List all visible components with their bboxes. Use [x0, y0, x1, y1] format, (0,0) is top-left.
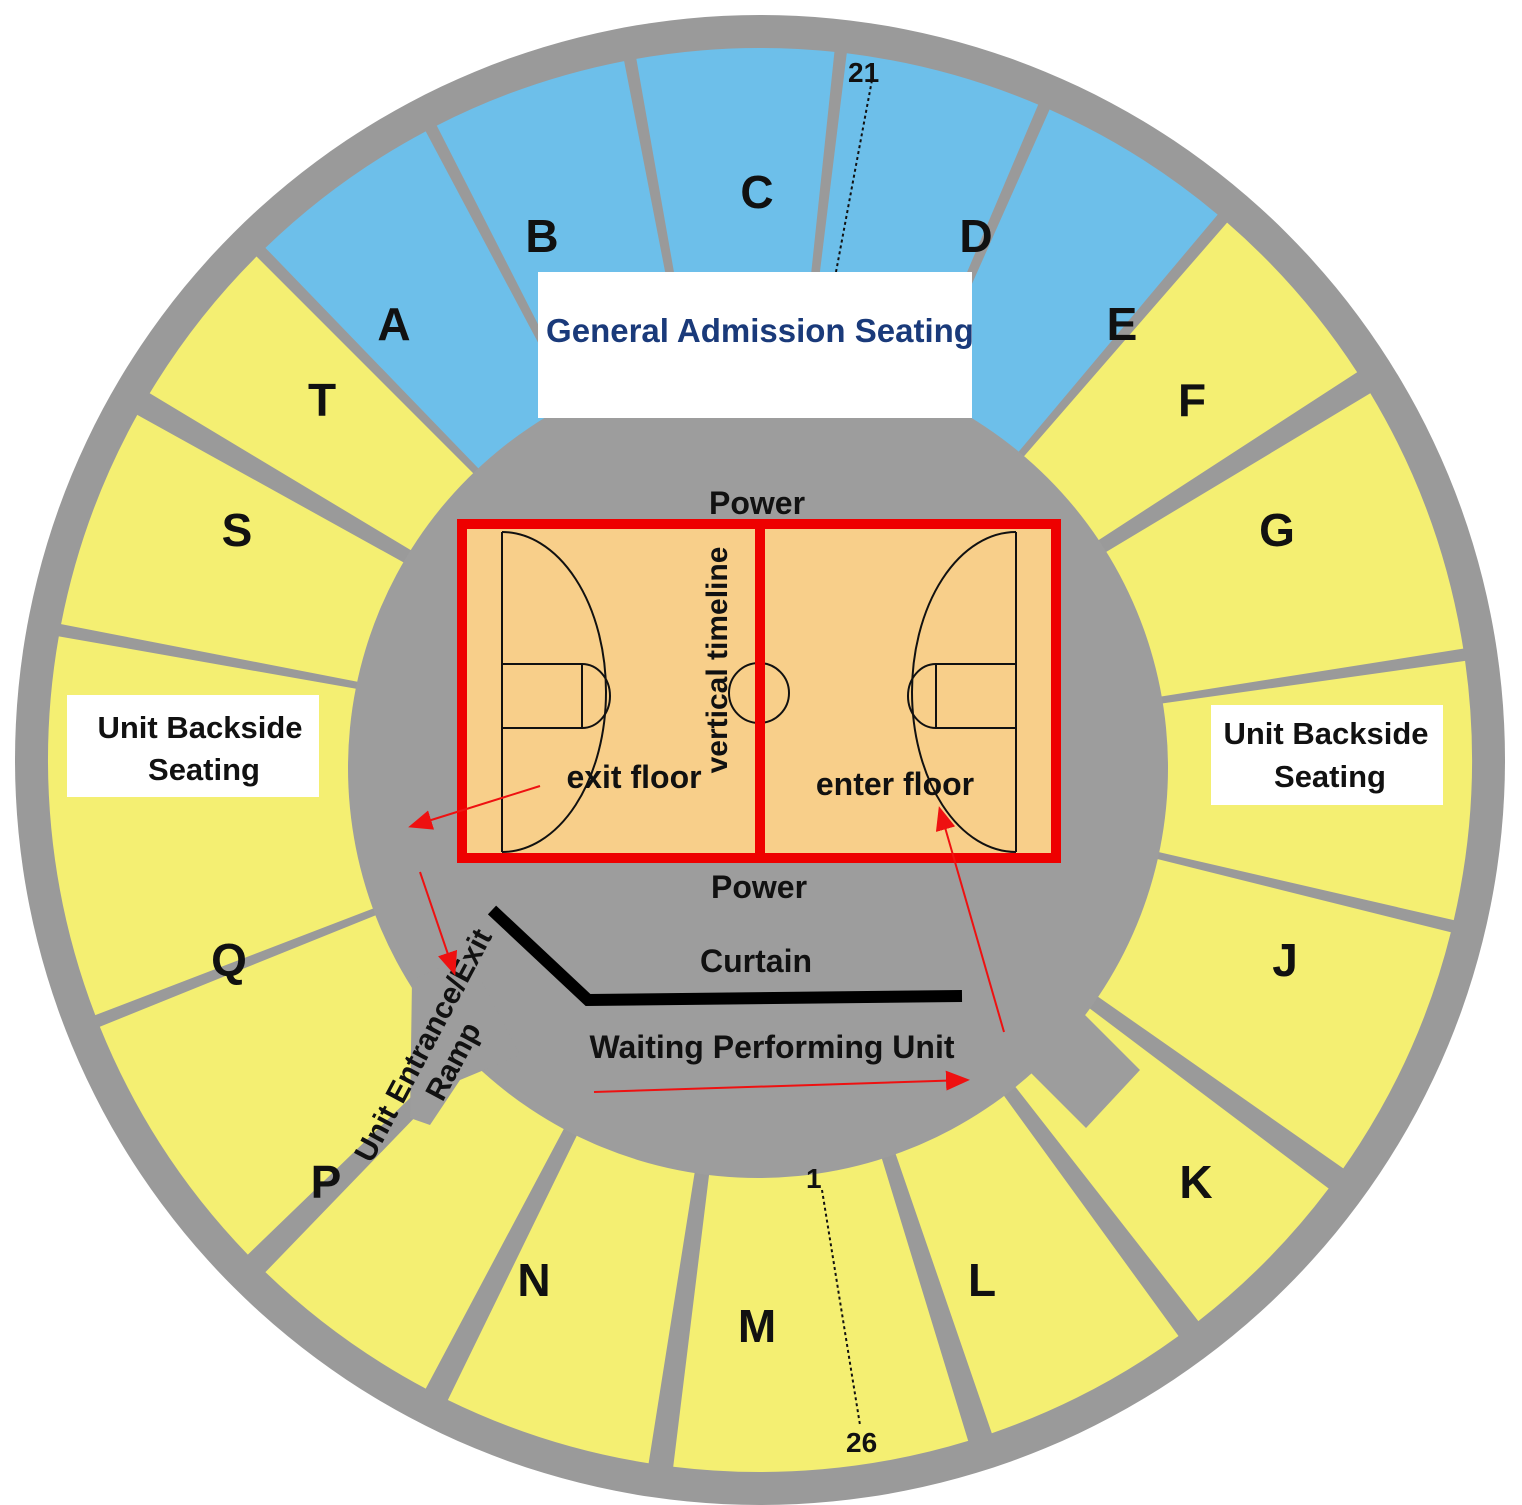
arrow-enter-floor — [935, 806, 1005, 1033]
seating-sections — [47, 47, 1472, 1472]
row-number-26: 26 — [846, 1427, 877, 1458]
section-label-b: B — [525, 210, 558, 262]
section-f[interactable] — [1019, 222, 1358, 545]
section-label-d: D — [959, 210, 992, 262]
section-label-p: P — [311, 1156, 342, 1208]
flow-arrows — [408, 785, 1005, 1093]
general-admission-label: General Admission Seating — [546, 312, 974, 349]
arrow-to-ramp — [419, 871, 458, 976]
section-label-a: A — [377, 298, 410, 350]
general-admission-box — [538, 272, 972, 418]
section-g[interactable] — [1098, 393, 1464, 699]
row-number-21: 21 — [848, 57, 879, 88]
section-label-t: T — [308, 374, 336, 426]
section-e[interactable] — [920, 109, 1218, 458]
entrance-ramp — [410, 955, 520, 1125]
section-label-j: J — [1272, 934, 1298, 986]
arrow-waiting — [593, 1070, 970, 1093]
court-right-half-border — [755, 519, 1061, 863]
section-label-n: N — [517, 1254, 550, 1306]
waiting-unit-label: Waiting Performing Unit — [589, 1029, 954, 1065]
section-label-l: L — [968, 1254, 996, 1306]
curtain — [487, 905, 963, 1007]
section-label-k: K — [1179, 1156, 1212, 1208]
unit-backside-right-line1: Unit Backside — [1223, 716, 1428, 751]
enter-floor-label: enter floor — [816, 766, 974, 802]
section-j[interactable] — [1083, 855, 1451, 1169]
section-t[interactable] — [149, 256, 481, 557]
section-m[interactable] — [673, 1137, 969, 1472]
arrow-exit-floor — [408, 785, 541, 830]
exit-floor-label: exit floor — [566, 759, 701, 795]
vertical-timeline-label: vertical timeline — [701, 547, 734, 774]
unit-backside-left-box — [67, 695, 319, 797]
unit-backside-left-line2: Seating — [148, 752, 260, 787]
section-label-e: E — [1107, 298, 1138, 350]
row-line-top — [835, 79, 873, 273]
section-s[interactable] — [61, 414, 415, 685]
power-bottom-label: Power — [711, 869, 807, 905]
unit-backside-right-box — [1211, 705, 1443, 805]
section-label-c: C — [740, 166, 773, 218]
curtain-label: Curtain — [700, 943, 812, 979]
unit-backside-right-line2: Seating — [1274, 759, 1386, 794]
unit-backside-left-line1: Unit Backside — [97, 710, 302, 745]
section-label-f: F — [1178, 374, 1206, 426]
section-label-m: M — [738, 1300, 776, 1352]
tunnel-k — [1028, 1012, 1140, 1128]
section-a[interactable] — [265, 131, 575, 476]
section-p[interactable] — [265, 1044, 575, 1389]
row-number-1: 1 — [806, 1163, 822, 1194]
section-l[interactable] — [888, 1079, 1179, 1434]
section-label-s: S — [222, 504, 253, 556]
section-label-g: G — [1259, 504, 1295, 556]
section-q[interactable] — [99, 907, 476, 1255]
row-line-bottom — [821, 1189, 861, 1426]
section-label-q: Q — [211, 934, 247, 986]
power-top-label: Power — [709, 485, 805, 521]
section-n[interactable] — [447, 1115, 699, 1464]
section-labels: A B C D EF G J K L M N P Q S T — [211, 166, 1298, 1352]
